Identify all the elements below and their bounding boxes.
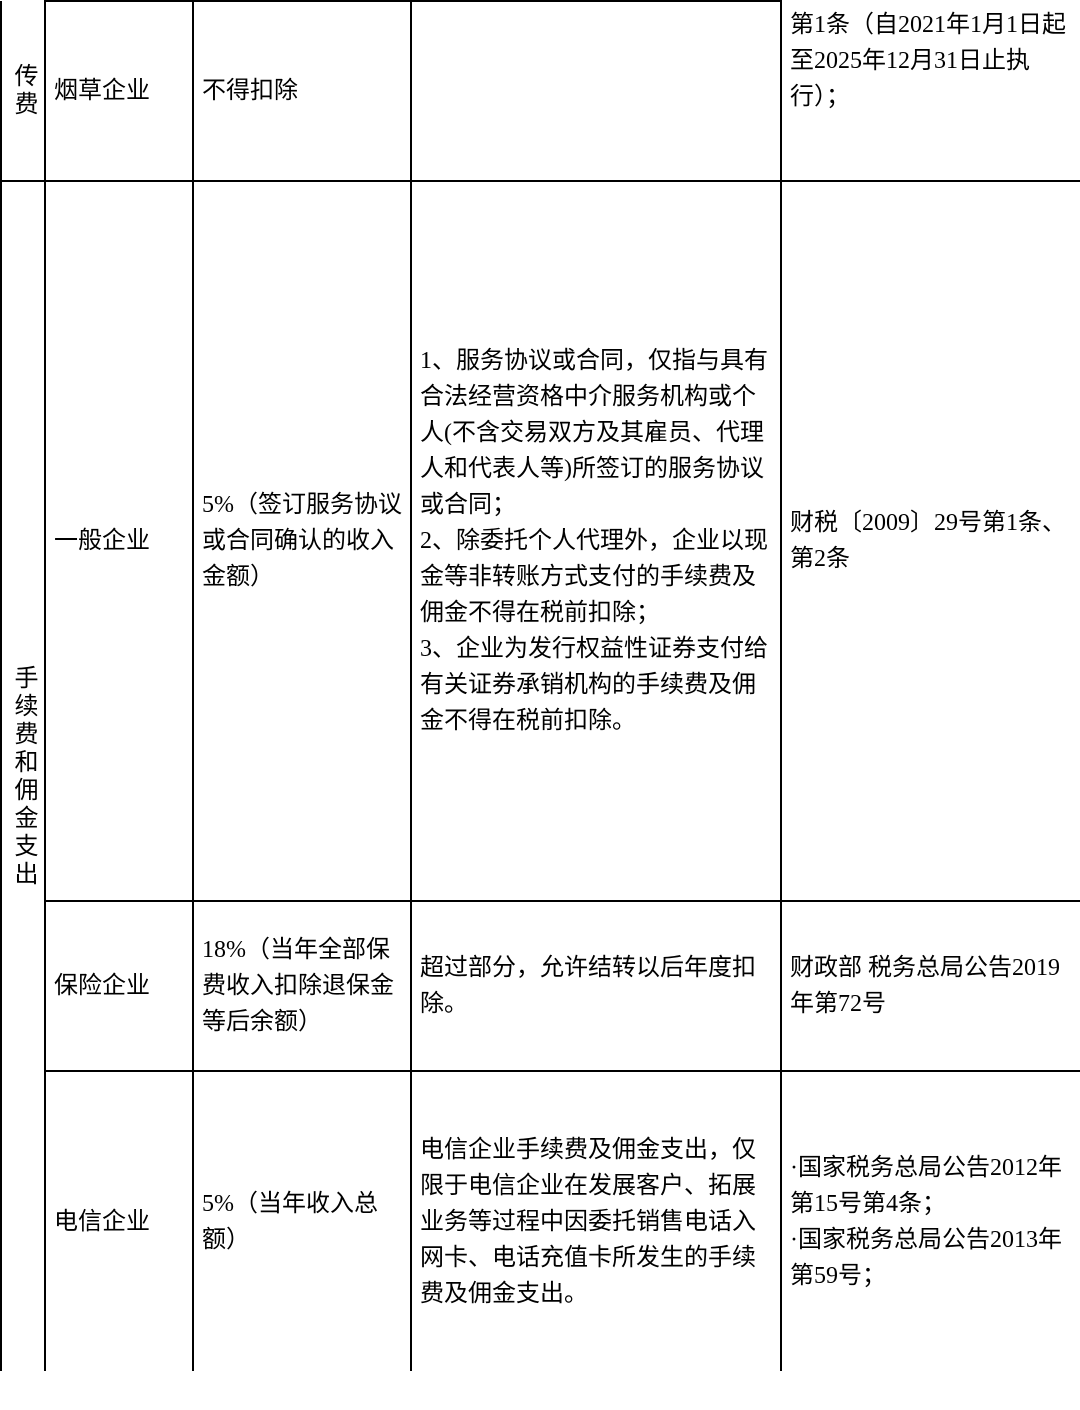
rate-cell: 18%（当年全部保费收入扣除退保金等后余额） [193,901,411,1071]
table-row: 手续费和佣金支出 一般企业 5%（签订服务协议或合同确认的收入金额） 1、服务协… [1,181,1080,901]
rate-cell: 不得扣除 [193,1,411,181]
detail-cell [411,1,781,181]
category-cell: 手续费和佣金支出 [1,181,45,1371]
detail-cell: 1、服务协议或合同，仅指与具有合法经营资格中介服务机构或个人(不含交易双方及其雇… [411,181,781,901]
subject-cell: 电信企业 [45,1071,193,1371]
detail-cell: 超过部分，允许结转以后年度扣除。 [411,901,781,1071]
source-cell: 财政部 税务总局公告2019年第72号 [781,901,1080,1071]
tax-deduction-table: 传费 烟草企业 不得扣除 第1条（自2021年1月1日起至2025年12月31日… [0,0,1080,1371]
source-cell: 财税〔2009〕29号第1条、第2条 [781,181,1080,901]
table-row: 保险企业 18%（当年全部保费收入扣除退保金等后余额） 超过部分，允许结转以后年… [1,901,1080,1071]
subject-cell: 烟草企业 [45,1,193,181]
table-row: 电信企业 5%（当年收入总额） 电信企业手续费及佣金支出，仅限于电信企业在发展客… [1,1071,1080,1371]
category-cell: 传费 [1,1,45,181]
source-cell: 第1条（自2021年1月1日起至2025年12月31日止执行）； [781,1,1080,181]
table-row: 传费 烟草企业 不得扣除 第1条（自2021年1月1日起至2025年12月31日… [1,1,1080,181]
subject-cell: 保险企业 [45,901,193,1071]
subject-cell: 一般企业 [45,181,193,901]
detail-cell: 电信企业手续费及佣金支出，仅限于电信企业在发展客户、拓展业务等过程中因委托销售电… [411,1071,781,1371]
source-cell: ·国家税务总局公告2012年第15号第4条； ·国家税务总局公告2013年第59… [781,1071,1080,1371]
rate-cell: 5%（当年收入总额） [193,1071,411,1371]
rate-cell: 5%（签订服务协议或合同确认的收入金额） [193,181,411,901]
